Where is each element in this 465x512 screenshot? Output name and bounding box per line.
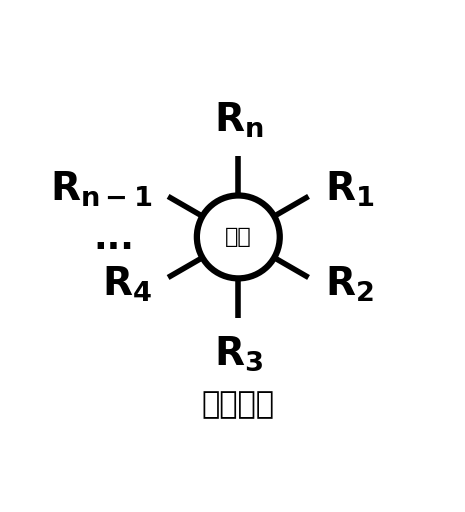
Text: $\mathbf{R_{n}}$: $\mathbf{R_{n}}$	[213, 100, 263, 140]
Text: 式（一）: 式（一）	[202, 390, 275, 419]
Text: $\mathbf{R_{1}}$: $\mathbf{R_{1}}$	[325, 169, 374, 209]
Text: 硅核: 硅核	[225, 227, 252, 247]
Text: ...: ...	[93, 222, 134, 255]
Text: $\mathbf{R_{4}}$: $\mathbf{R_{4}}$	[102, 265, 152, 304]
Text: $\mathbf{R_{3}}$: $\mathbf{R_{3}}$	[214, 334, 263, 373]
Circle shape	[197, 196, 280, 279]
Text: $\mathbf{R_{2}}$: $\mathbf{R_{2}}$	[325, 265, 373, 304]
Text: $\mathbf{R_{n-1}}$: $\mathbf{R_{n-1}}$	[50, 169, 152, 209]
